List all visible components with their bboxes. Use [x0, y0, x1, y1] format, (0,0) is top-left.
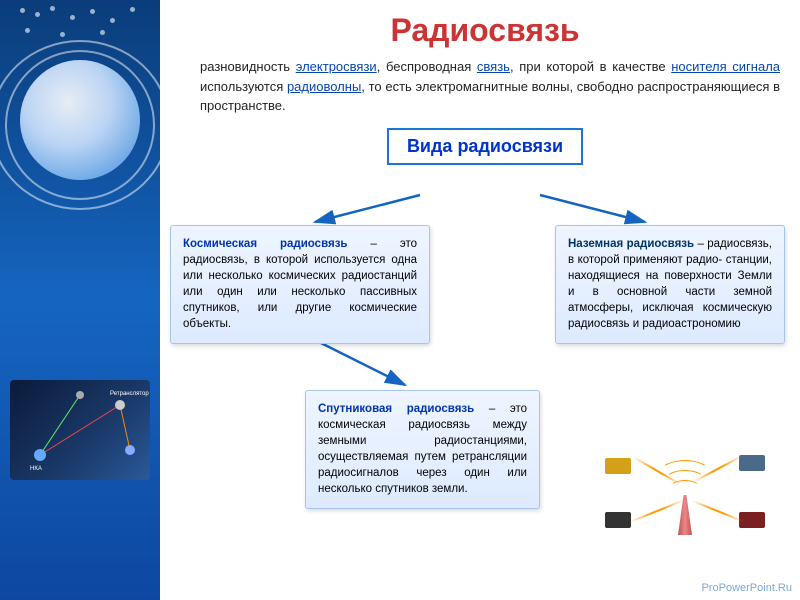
intro-text: используются: [200, 79, 287, 94]
term-cosmic: Космическая радиосвязь: [183, 238, 348, 250]
intro-text: , беспроводная: [377, 59, 477, 74]
box-cosmic: Космическая радиосвязь – это радиосвязь,…: [170, 225, 430, 344]
intro-text: , при которой в качестве: [510, 59, 671, 74]
box-satellite: Спутниковая радиосвязь – это космическая…: [305, 390, 540, 509]
text-ground: – радиосвязь, в которой применяют радио-…: [568, 238, 772, 330]
vehicle-icon: [605, 512, 631, 528]
intro-text: разновидность: [200, 59, 296, 74]
link-connection[interactable]: связь: [477, 59, 510, 74]
satellite-diagram-icon: НКА Ретранслятор: [10, 380, 150, 480]
box-ground: Наземная радиосвязь – радиосвязь, в кото…: [555, 225, 785, 344]
link-electro[interactable]: электросвязи: [296, 59, 377, 74]
main-content: Радиосвязь разновидность электросвязи, б…: [170, 0, 800, 600]
text-cosmic: – это радиосвязь, в которой используется…: [183, 238, 417, 330]
satellite-image: НКА Ретранслятор: [10, 380, 150, 480]
text-satellite: – это космическая радиосвязь между земны…: [318, 403, 527, 495]
signal-wave-icon: [660, 460, 710, 485]
intro-paragraph: разновидность электросвязи, беспроводная…: [170, 49, 800, 128]
term-satellite: Спутниковая радиосвязь: [318, 403, 474, 415]
svg-text:Ретранслятор: Ретранслятор: [110, 391, 149, 397]
vehicle-icon: [605, 458, 631, 474]
ground-radio-diagram: [600, 450, 770, 540]
sidebar-decoration: НКА Ретранслятор: [0, 0, 160, 600]
link-radiowaves[interactable]: радиоволны: [287, 79, 361, 94]
svg-text:НКА: НКА: [30, 466, 42, 472]
vehicle-icon: [739, 455, 765, 471]
link-signal-carrier[interactable]: носителя сигнала: [671, 59, 780, 74]
ray-icon: [692, 500, 744, 522]
footer-credit: ProPowerPoint.Ru: [702, 582, 793, 594]
types-header: Вида радиосвязи: [170, 128, 800, 165]
types-box: Вида радиосвязи: [387, 128, 583, 165]
page-title: Радиосвязь: [170, 12, 800, 49]
term-ground: Наземная радиосвязь: [568, 238, 694, 250]
globe-icon: [20, 60, 140, 180]
